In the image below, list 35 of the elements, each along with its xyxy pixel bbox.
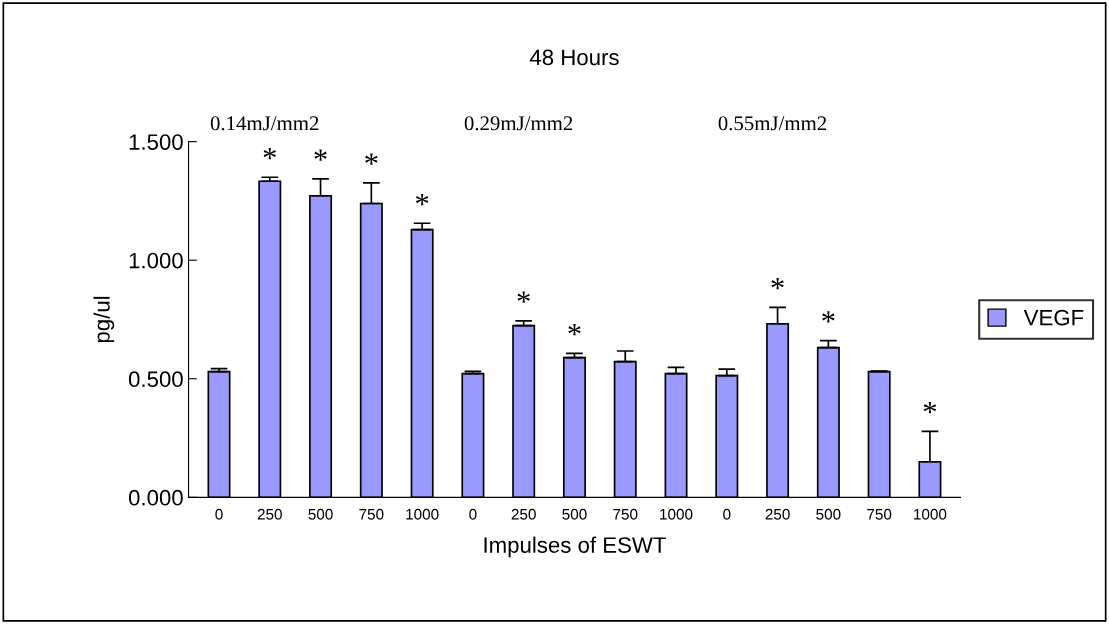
data-label: * xyxy=(822,311,835,323)
data-label: * xyxy=(314,149,327,161)
data-label: * xyxy=(923,402,937,414)
x-tick-label: 0 xyxy=(723,508,731,520)
chart-title: 48 Hours xyxy=(529,49,619,66)
x-tick-label: 250 xyxy=(257,508,282,520)
x-axis-title: Impulses of ESWT xyxy=(484,536,666,558)
x-tick-label: 750 xyxy=(359,508,384,520)
legend-label: VEGF xyxy=(1023,309,1084,326)
x-tick-label: 1000 xyxy=(660,508,693,520)
data-label: * xyxy=(517,291,530,303)
x-tick-label: 0 xyxy=(469,508,477,520)
data-label: * xyxy=(365,153,378,165)
y-tick-label: 1.500 xyxy=(129,134,183,150)
y-axis-title: pg/ul xyxy=(93,296,115,343)
x-tick-label: 750 xyxy=(613,508,638,520)
x-tick-label: 250 xyxy=(511,508,536,520)
x-tick-label: 750 xyxy=(867,508,892,520)
x-tick-label: 500 xyxy=(308,508,333,520)
x-tick-label: 500 xyxy=(562,508,587,520)
x-tick-label: 250 xyxy=(765,508,790,520)
text: 0.29mJ/mm2 xyxy=(464,116,573,131)
data-label: * xyxy=(568,324,581,336)
text: 0.14mJ/mm2 xyxy=(210,116,319,131)
data-label: * xyxy=(263,147,276,160)
data-label: * xyxy=(771,278,784,290)
data-label: * xyxy=(415,193,429,206)
text: 0.55mJ/mm2 xyxy=(718,116,827,131)
y-tick-label: 0.500 xyxy=(128,371,183,388)
x-tick-label: 0 xyxy=(215,508,223,520)
y-tick-label: 1.000 xyxy=(129,252,183,269)
y-tick-label: 0.000 xyxy=(128,489,183,506)
x-tick-label: 1000 xyxy=(914,508,947,520)
x-tick-label: 1000 xyxy=(406,508,439,520)
x-tick-label: 500 xyxy=(816,508,841,520)
